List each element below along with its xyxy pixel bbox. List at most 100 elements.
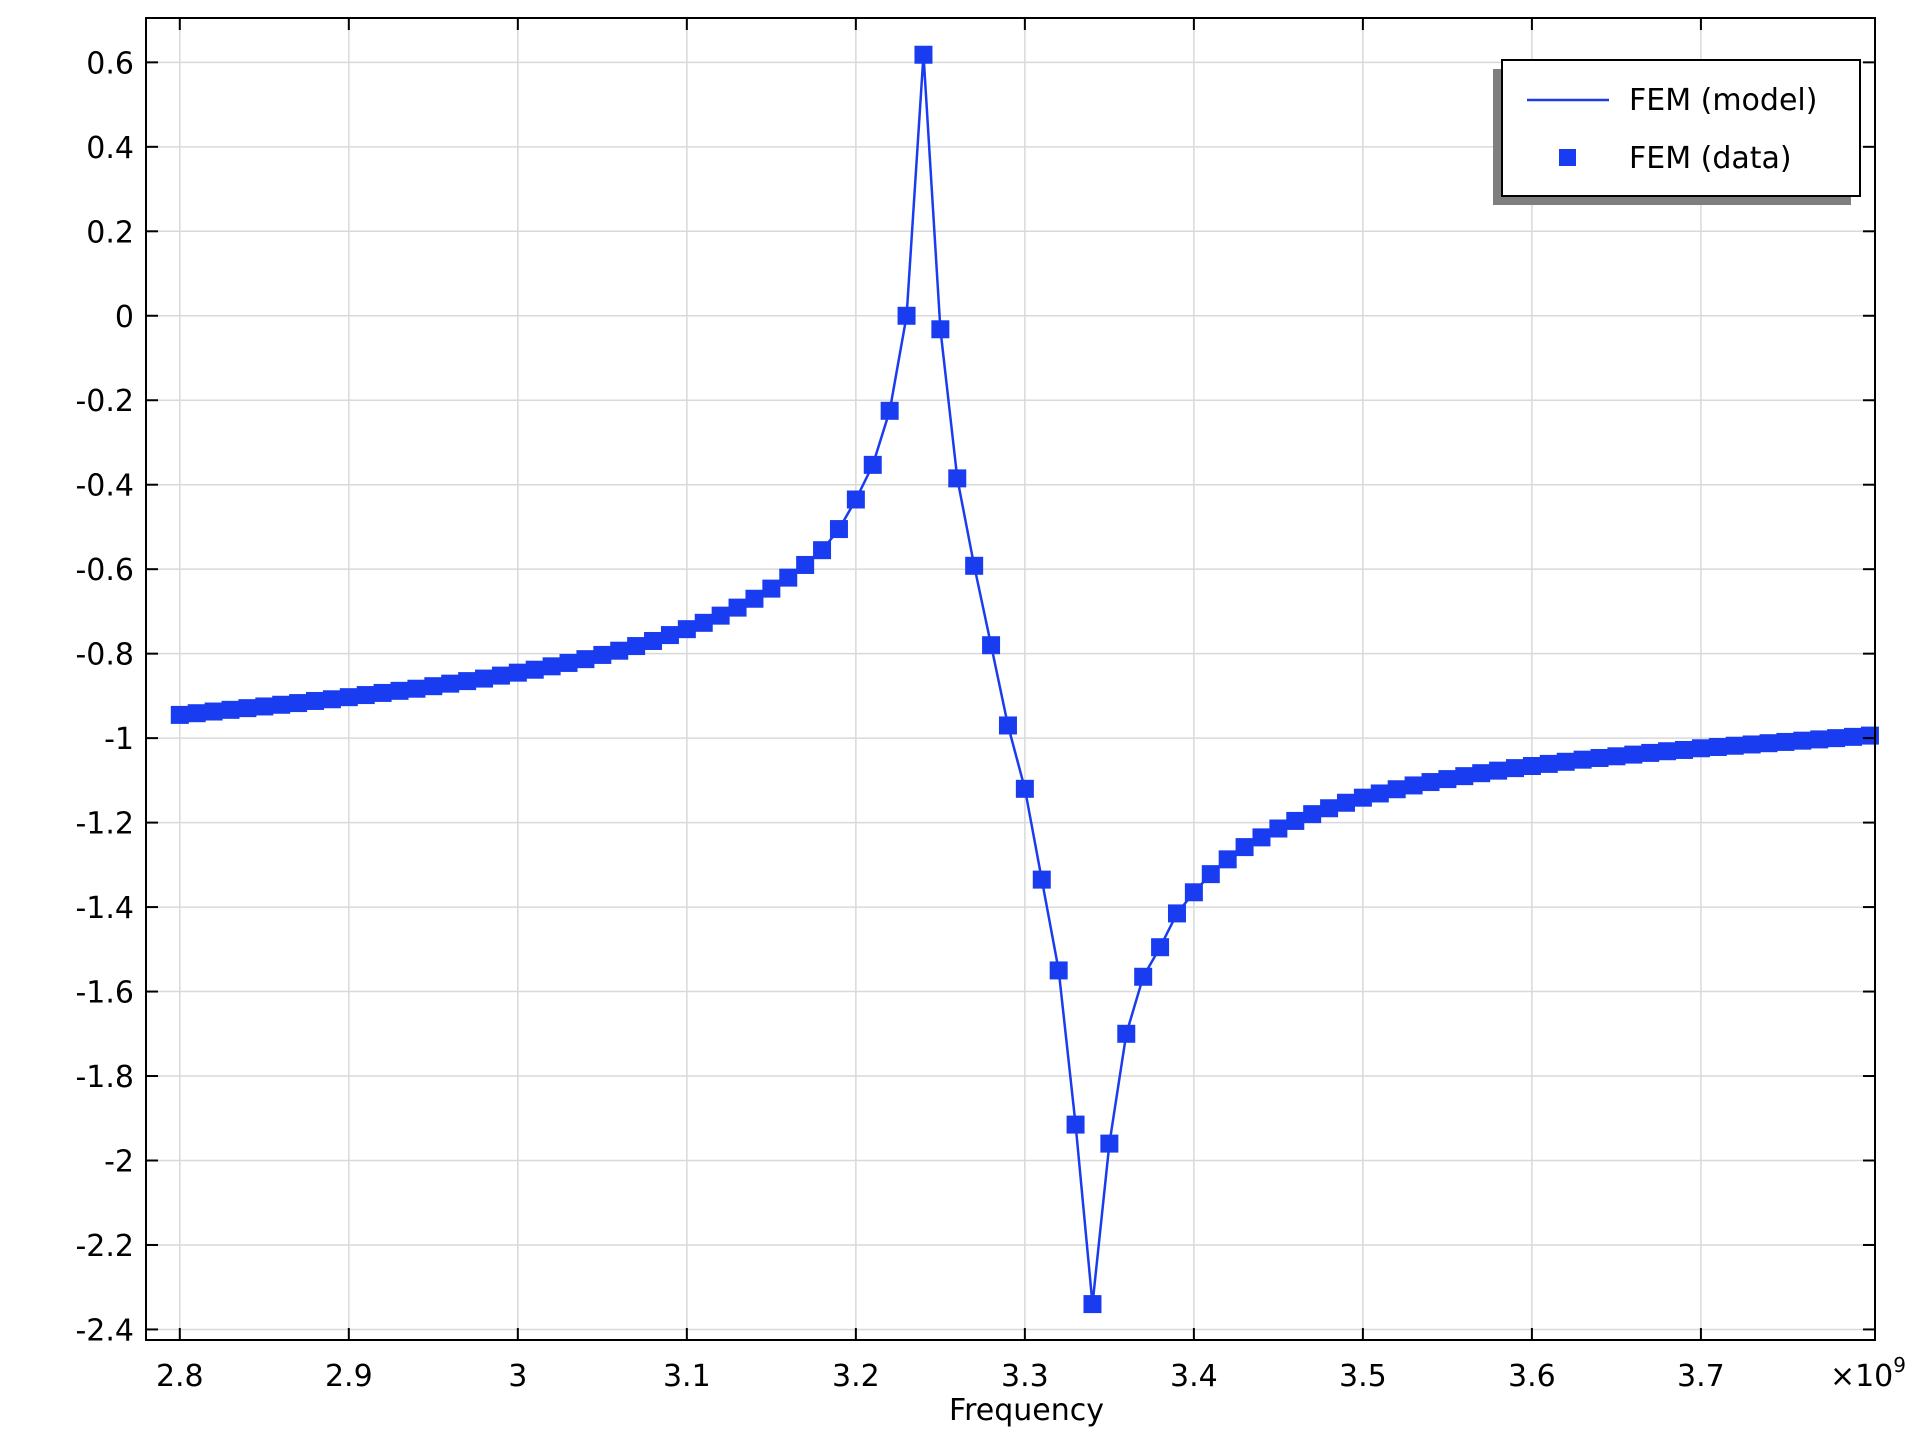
data-point [1725,736,1744,755]
y-tick-label: -1 [104,722,134,757]
data-point [1844,727,1863,746]
data-point [1353,788,1372,807]
data-point [1218,850,1237,869]
ticks: 2.8 2.9 3 3.1 3.2 3.3 3.4 3.5 3.6 3.7 0.6 0.4 0.2 0 -0… [75,18,1875,1394]
data-point [407,679,426,698]
data-point [1320,799,1339,818]
data-point [1404,776,1423,795]
data-point [1658,742,1677,761]
data-point [1083,1295,1102,1314]
data-point [1455,767,1474,786]
data-point [644,631,663,650]
data-point [1269,819,1288,838]
y-tick-label: -0.2 [75,384,134,419]
data-point [1742,735,1761,754]
data-point [373,683,392,702]
legend-marker-sample [1559,149,1576,166]
data-point [1776,732,1795,751]
data-point [1827,729,1846,748]
data-point [458,672,477,691]
data-point [677,620,696,639]
data-point [1303,805,1322,824]
y-tick-label: -1.8 [75,1060,134,1095]
data-point [1675,740,1694,759]
data-point [863,455,882,474]
x-tick-label: 3.2 [832,1359,880,1394]
y-tick-label: 0.4 [86,131,134,166]
data-point [238,699,257,718]
y-tick-label: 0.2 [86,215,134,250]
data-point [931,320,950,339]
data-point [491,666,510,685]
y-tick-label: -0.4 [75,469,134,504]
x-tick-label: 3.3 [1001,1359,1049,1394]
data-point [1793,731,1812,750]
data-point [1049,961,1068,980]
y-tick-label: -2 [104,1144,134,1179]
data-point [846,490,865,509]
data-point [1506,759,1525,778]
y-tick-label: 0.6 [86,46,134,81]
x-axis-multiplier: ×109 [1830,1353,1906,1394]
data-point [1387,780,1406,799]
data-point [1691,739,1710,758]
data-point [525,660,544,679]
data-point [1167,904,1186,923]
data-point [796,555,815,574]
data-point [255,697,274,716]
x-axis-label: Frequency [949,1393,1104,1428]
data-point [965,556,984,575]
data-point [1252,828,1271,847]
x-multiplier-base: ×10 [1830,1359,1893,1394]
data-point [1015,779,1034,798]
data-point [1438,770,1457,789]
x-tick-label: 3.6 [1508,1359,1556,1394]
data-point [897,306,916,325]
data-point [542,657,561,676]
data-point [1117,1024,1136,1043]
data-point [441,674,460,693]
data-point [424,677,443,696]
data-point [694,613,713,632]
data-point [1539,754,1558,773]
data-point [1860,726,1879,745]
y-tick-label: -2.4 [75,1313,134,1348]
x-tick-label: 2.8 [156,1359,204,1394]
series-layer [170,45,1879,1314]
data-point [1607,747,1626,766]
data-point [1759,734,1778,753]
x-tick-label: 3.1 [663,1359,711,1394]
data-point [272,695,291,714]
data-point [559,653,578,672]
data-point [356,686,375,705]
data-point [1590,748,1609,767]
data-point [1066,1115,1085,1134]
data-point [322,690,341,709]
data-point [1624,745,1643,764]
legend: FEM (model) FEM (data) [1493,59,1861,205]
x-tick-label: 3.7 [1677,1359,1725,1394]
data-point [1100,1134,1119,1153]
data-point [1134,967,1153,986]
grid [146,18,1875,1340]
data-point [948,469,967,488]
data-point [762,579,781,598]
data-point [880,401,899,420]
data-point [982,636,1001,655]
data-point [593,645,612,664]
data-point [1286,811,1305,830]
data-point [610,641,629,660]
data-point [1573,750,1592,769]
data-point [745,589,764,608]
data-point [1472,764,1491,783]
legend-label-data: FEM (data) [1629,141,1792,176]
data-point [289,694,308,713]
data-point [1032,870,1051,889]
data-point [1708,738,1727,757]
data-point [339,688,358,707]
data-point [627,637,646,656]
x-tick-label: 3.4 [1170,1359,1218,1394]
data-point [221,700,240,719]
data-point [1489,761,1508,780]
